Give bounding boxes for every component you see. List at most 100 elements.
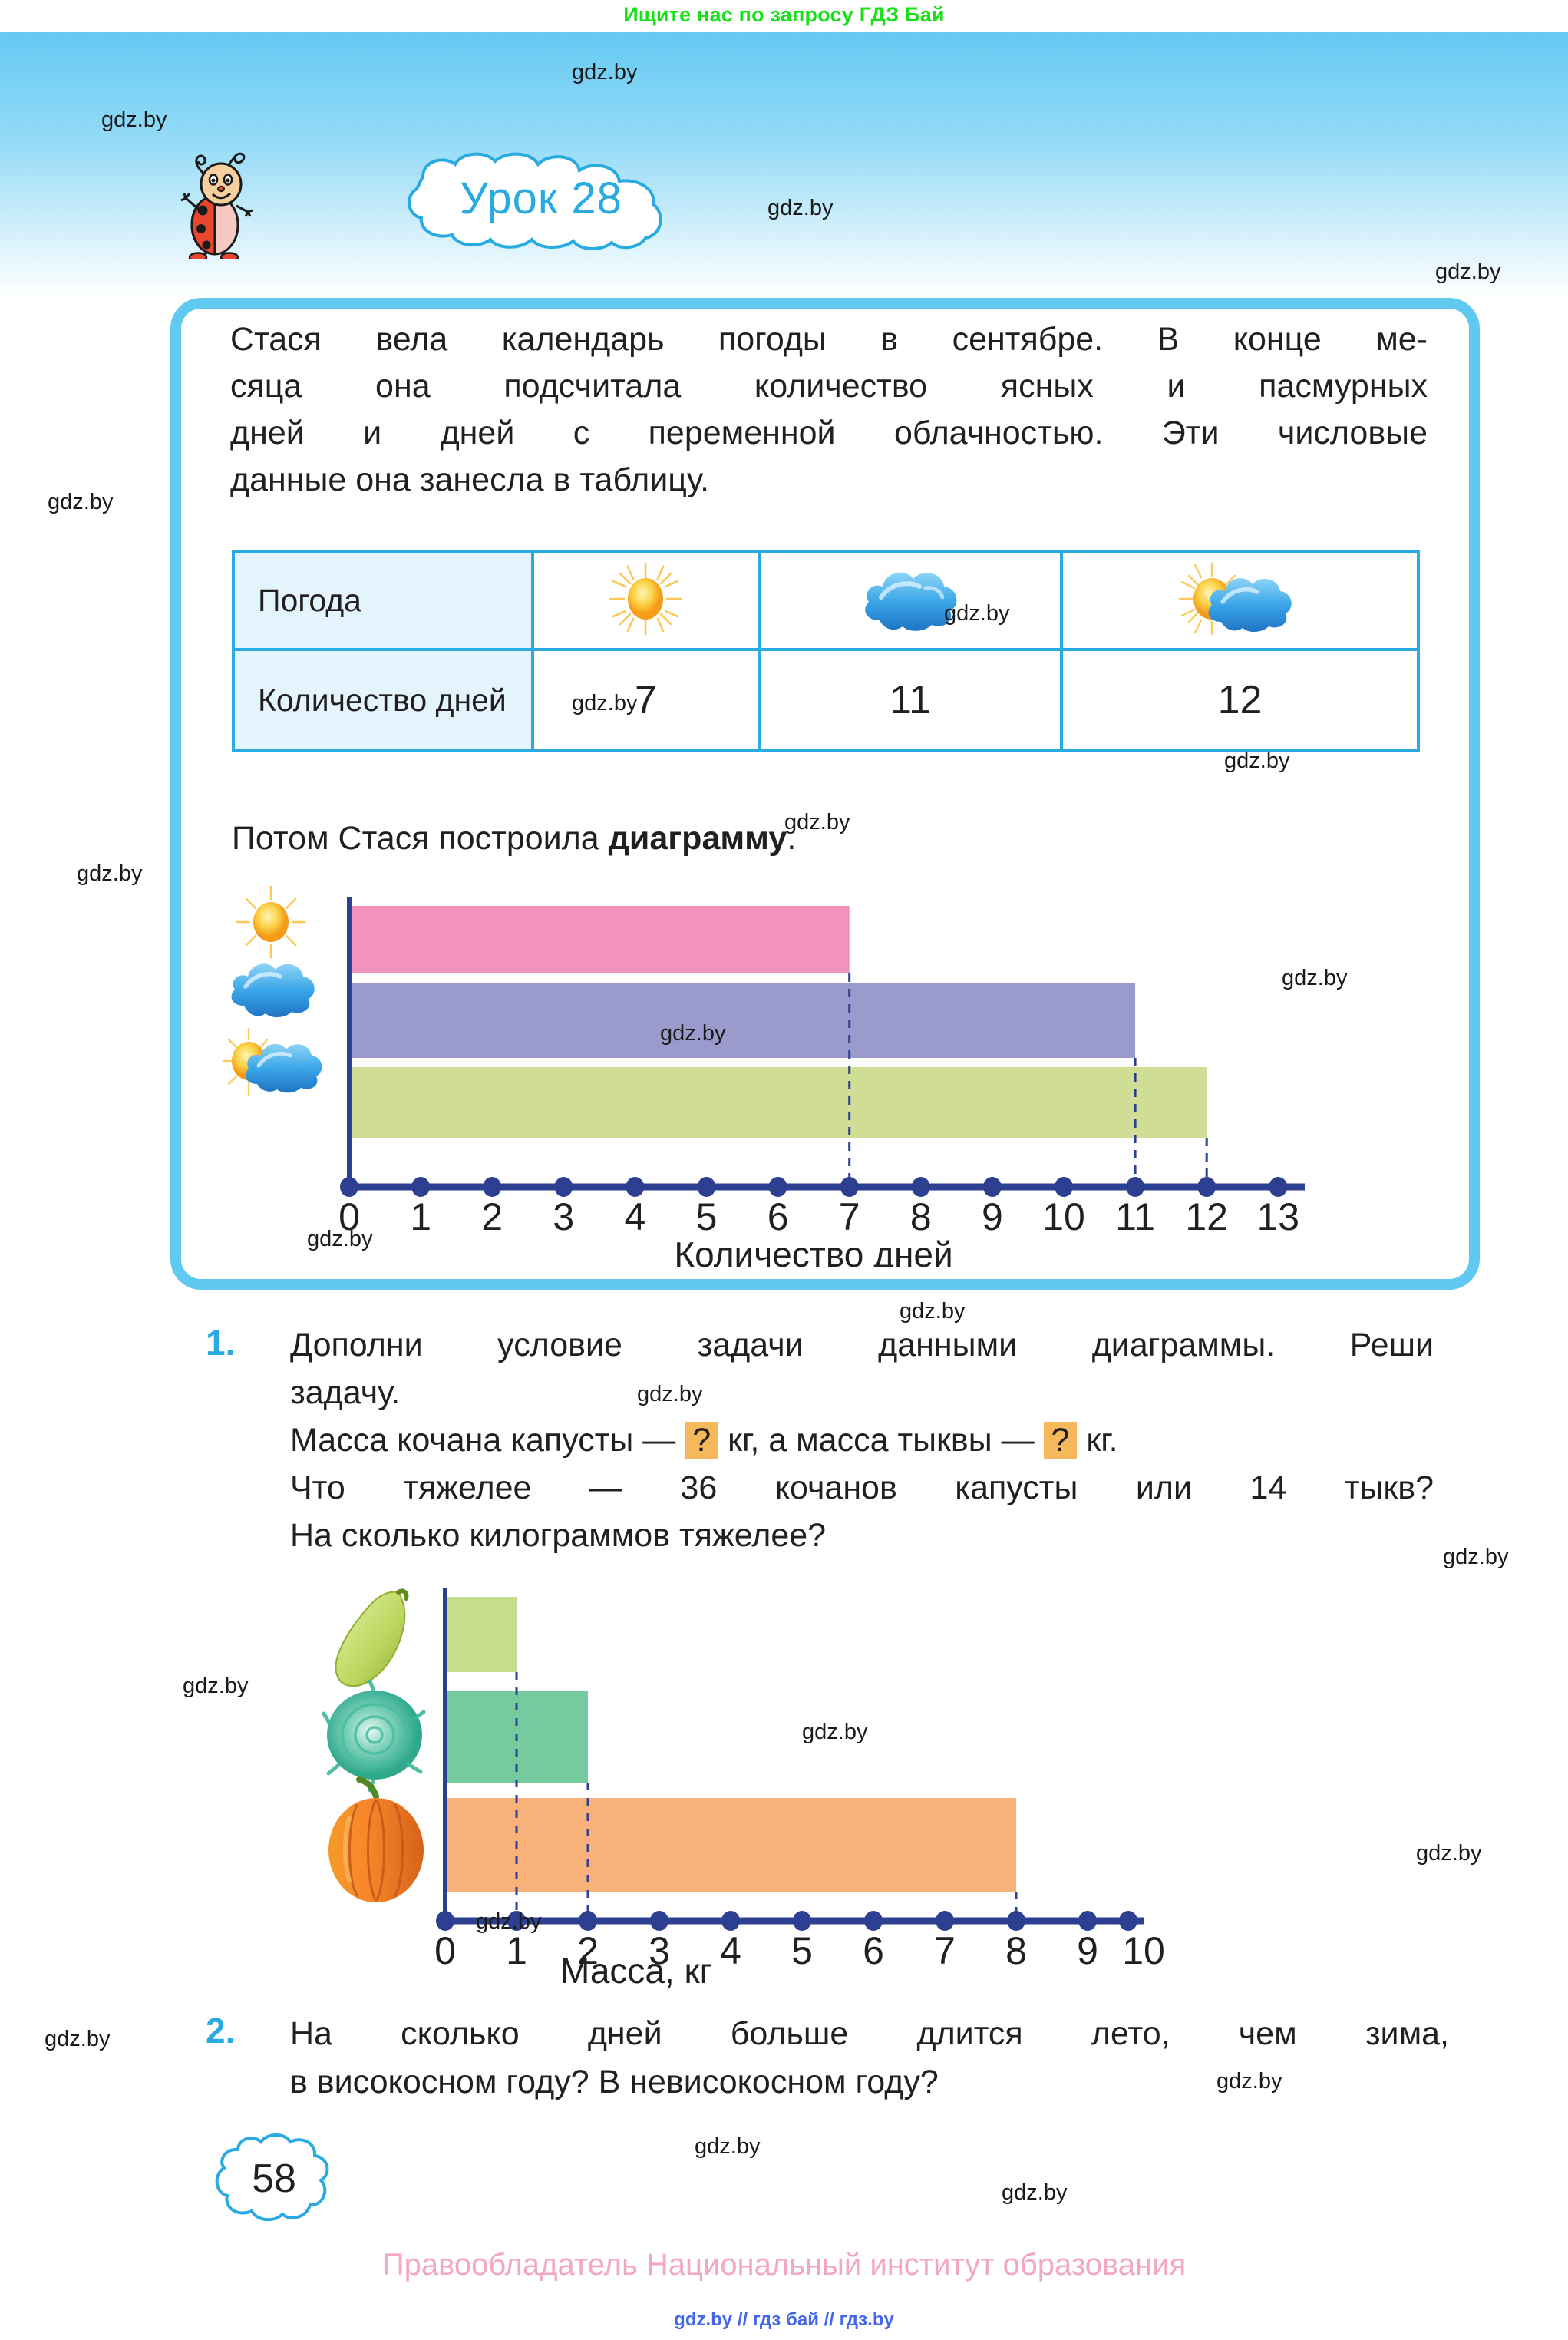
- chart1-row-icon-sun: [236, 885, 306, 959]
- table-value-sun-cloud-days: 12: [1059, 648, 1421, 752]
- table-header-weather: Погода: [232, 550, 534, 651]
- copyright-notice: Правообладатель Национальный институт об…: [381, 2248, 1187, 2282]
- watermark-text: gdz.by: [1282, 966, 1348, 990]
- svg-text:9: 9: [1077, 1929, 1098, 1972]
- svg-text:1: 1: [410, 1195, 431, 1238]
- watermark-text: gdz.by: [695, 2134, 761, 2159]
- task-1-body: Дополни условие задачи данными диаграммы…: [290, 1322, 1434, 1560]
- top-banner: Ищите нас по запросу ГДЗ Бай: [0, 0, 1568, 32]
- table-cell-sun: [531, 550, 761, 651]
- chart2-row-icon-pumpkin: [328, 1776, 424, 1902]
- svg-text:10: 10: [1122, 1929, 1165, 1972]
- svg-text:2: 2: [577, 1929, 599, 1972]
- intro-line-1: Стася вела календарь погоды в сентябре. …: [230, 321, 1428, 358]
- svg-text:7: 7: [839, 1195, 860, 1238]
- chart2-bar-zucchini: [445, 1597, 517, 1672]
- task-2-number: 2.: [206, 2011, 236, 2051]
- weather-table: Погода: [232, 550, 1421, 752]
- watermark-text: gdz.by: [1216, 2069, 1282, 2094]
- task-1-line-3: Масса кочана капусты — ? кг, а масса тык…: [290, 1417, 1434, 1465]
- chart2-row-icon-cabbage: [322, 1679, 426, 1793]
- watermark-text: gdz.by: [802, 1720, 868, 1744]
- task-1-line-5: На сколько килограммов тяжелее?: [290, 1516, 827, 1554]
- chart2-tick-labels: 0 1 2 3 4 5 6 7 8 9 10: [434, 1929, 1165, 1972]
- page-number-text: 58: [252, 2157, 296, 2201]
- chart1-bar-sun: [349, 906, 850, 973]
- watermark-text: gdz.by: [572, 691, 638, 716]
- svg-text:2: 2: [481, 1195, 503, 1238]
- after-table-bold: диаграмму: [608, 820, 787, 857]
- watermark-text: gdz.by: [45, 2027, 111, 2051]
- chart1-x-axis-label: Количество дней: [674, 1234, 952, 1267]
- intro-line-4: данные она занесла в таблицу.: [230, 461, 710, 499]
- intro-paragraph: Стася вела календарь погоды в сентябре. …: [230, 316, 1428, 504]
- svg-text:11: 11: [1115, 1195, 1155, 1238]
- svg-text:3: 3: [553, 1195, 574, 1238]
- task-1-line-1: Дополни условие задачи данными диаграммы…: [290, 1327, 1434, 1363]
- after-table-sentence: Потом Стася построила диаграмму.: [232, 820, 796, 858]
- after-table-prefix: Потом Стася построила: [232, 820, 609, 857]
- svg-text:4: 4: [624, 1195, 645, 1238]
- svg-text:13: 13: [1256, 1195, 1299, 1238]
- task-1-line-2: задачу.: [290, 1373, 401, 1411]
- banner-text: Ищите нас по запросу ГДЗ Бай: [623, 3, 945, 26]
- lesson-title-cloud: Урок 28: [349, 150, 733, 250]
- svg-text:6: 6: [863, 1929, 884, 1972]
- chart1-row-icon-sun-cloud: [221, 1027, 322, 1096]
- watermark-text: gdz.by: [1435, 259, 1501, 284]
- sky-gradient-background: [0, 32, 1568, 297]
- watermark-text: gdz.by: [476, 1909, 542, 1934]
- watermark-text: gdz.by: [77, 861, 143, 886]
- chart1-leader-lines: [848, 973, 1208, 1185]
- svg-text:6: 6: [767, 1195, 789, 1238]
- sun-cloud-icon: [1178, 560, 1301, 641]
- cloud-icon: [858, 562, 962, 639]
- task-1-unknown-pumpkin: ?: [1043, 1421, 1078, 1459]
- task-1-number: 1.: [206, 1323, 236, 1363]
- svg-text:0: 0: [434, 1929, 456, 1972]
- watermark-text: gdz.by: [101, 107, 167, 132]
- task-2-line-2: в високосном году? В невисокосном году?: [290, 2063, 939, 2100]
- chart2-x-axis-label: Масса, кг: [560, 1951, 713, 1991]
- chart2-tick-dots: [436, 1911, 1137, 1931]
- table-row-days: Количество дней 7 11 12: [232, 648, 1421, 752]
- task-1-line-3a: Масса кочана капусты —: [290, 1421, 685, 1459]
- svg-text:3: 3: [649, 1929, 670, 1972]
- table-value-cloud-days: 11: [757, 648, 1063, 752]
- chart1-bar-sun-cloud: [349, 1067, 1207, 1138]
- table-cell-cloud: [757, 550, 1063, 651]
- svg-text:8: 8: [1005, 1929, 1027, 1972]
- task-1-line-4: Что тяжелее — 36 кочанов капусты или 14 …: [290, 1469, 1434, 1506]
- svg-text:5: 5: [791, 1929, 813, 1972]
- lesson-title-text: Урок 28: [460, 173, 622, 223]
- watermark-text: gdz.by: [1443, 1545, 1509, 1569]
- task-1-line-3b: кг, а масса тыквы —: [718, 1421, 1044, 1459]
- svg-text:1: 1: [506, 1929, 527, 1972]
- watermark-text: gdz.by: [767, 196, 834, 220]
- intro-line-2: сяца она подсчитала количество ясных и п…: [230, 368, 1428, 405]
- svg-text:4: 4: [720, 1929, 741, 1972]
- intro-line-3: дней и дней с переменной облачностью. Эт…: [230, 415, 1428, 452]
- chart2-bar-pumpkin: [445, 1798, 1016, 1892]
- bottom-links: gdz.by // гдз бай // гдз.by: [674, 2309, 894, 2330]
- watermark-text: gdz.by: [1416, 1841, 1482, 1866]
- cloud-shape-icon: [408, 152, 662, 250]
- task-2-body: На сколько дней больше длится лето, чем …: [290, 2010, 1449, 2107]
- svg-text:0: 0: [338, 1195, 360, 1238]
- chart1-tick-dots: [340, 1177, 1288, 1197]
- page-number-cloud-shape-icon: [215, 2133, 329, 2222]
- watermark-text: gdz.by: [1224, 749, 1290, 773]
- table-value-sun-days: 7: [531, 648, 761, 752]
- page-number-cloud: 58: [209, 2133, 339, 2225]
- watermark-text: gdz.by: [637, 1382, 703, 1406]
- sun-icon: [607, 560, 684, 641]
- watermark-text: gdz.by: [1002, 2180, 1068, 2205]
- watermark-text: gdz.by: [572, 60, 638, 84]
- chart2-row-icon-zucchini: [335, 1588, 409, 1687]
- watermark-text: gdz.by: [944, 601, 1010, 626]
- chart1-row-icon-cloud: [231, 963, 315, 1018]
- svg-text:12: 12: [1185, 1195, 1228, 1238]
- ladybug-mascot-icon: [175, 144, 275, 263]
